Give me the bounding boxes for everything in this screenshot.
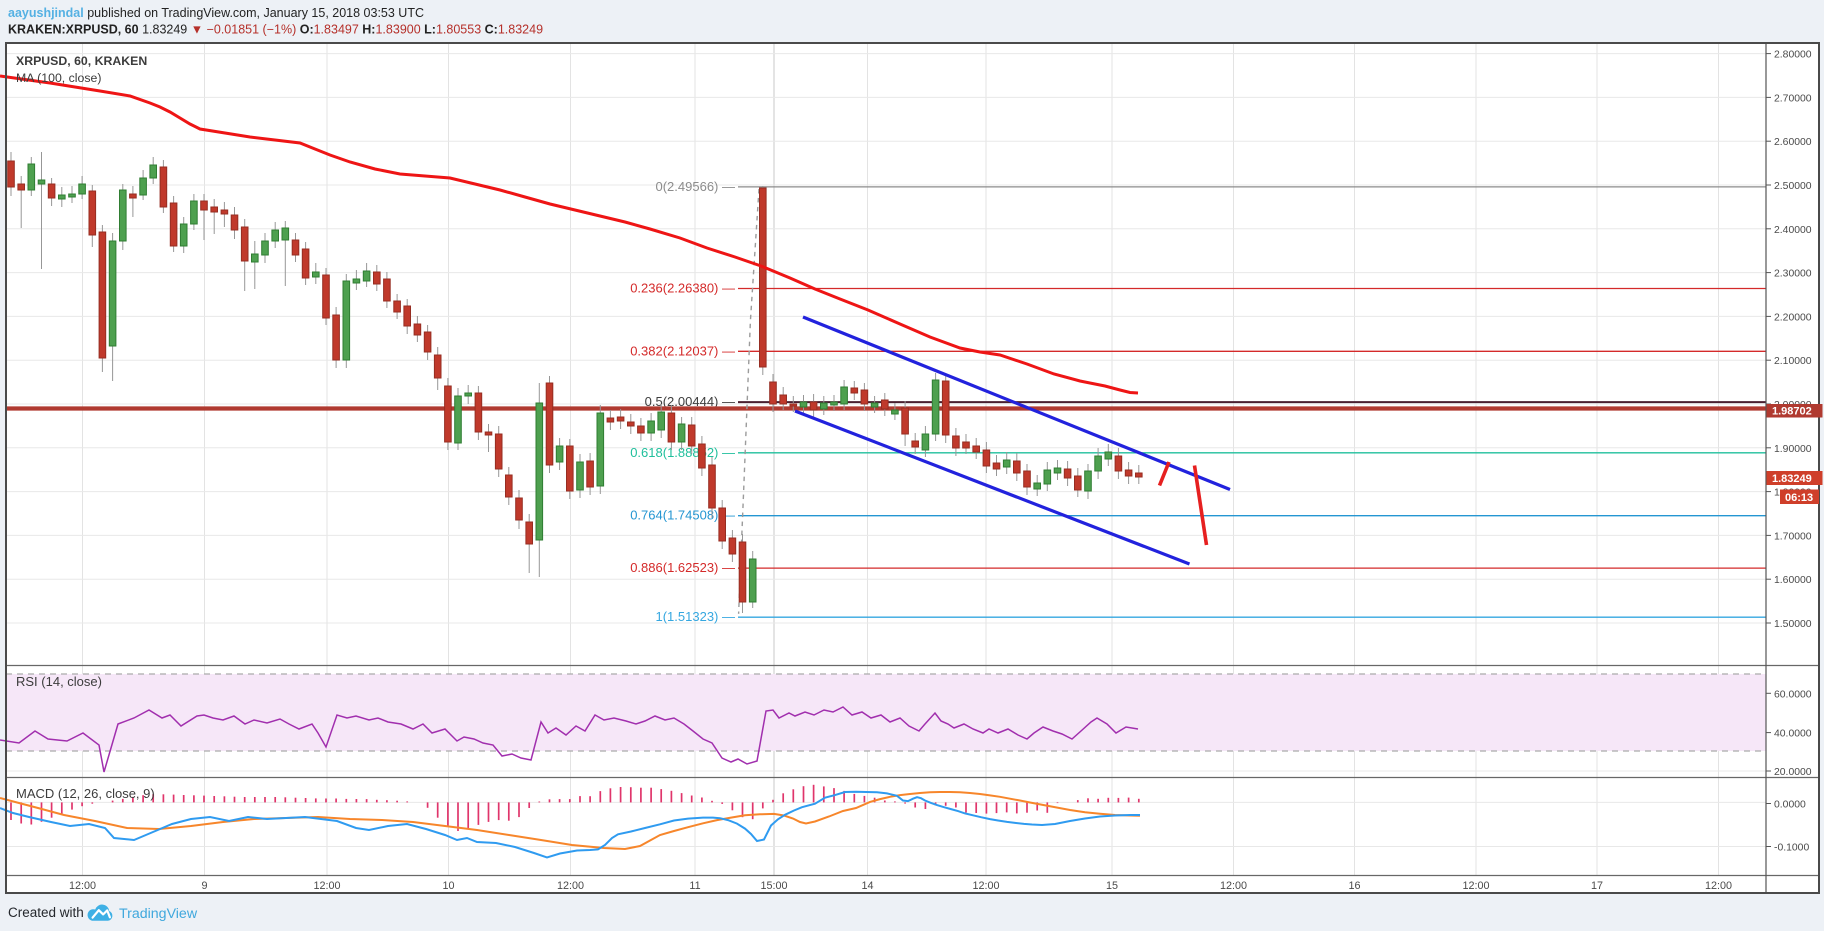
svg-text:XRPUSD, 60, KRAKEN: XRPUSD, 60, KRAKEN [16, 54, 147, 68]
svg-text:2.50000: 2.50000 [1774, 181, 1812, 192]
svg-text:-0.1000: -0.1000 [1774, 843, 1809, 854]
svg-text:MA (100, close): MA (100, close) [16, 71, 101, 85]
svg-text:aayushjindal published on Trad: aayushjindal published on TradingView.co… [8, 6, 424, 20]
svg-text:1(1.51323) —: 1(1.51323) — [656, 609, 736, 624]
svg-text:1.90000: 1.90000 [1774, 444, 1812, 455]
svg-text:17: 17 [1591, 880, 1603, 892]
svg-text:2.10000: 2.10000 [1774, 356, 1812, 367]
svg-text:15:00: 15:00 [760, 880, 787, 892]
svg-text:2.60000: 2.60000 [1774, 137, 1812, 148]
svg-text:MACD (12, 26, close, 9): MACD (12, 26, close, 9) [16, 786, 155, 801]
svg-text:2.70000: 2.70000 [1774, 93, 1812, 104]
svg-text:9: 9 [201, 880, 207, 892]
svg-text:0.618(1.88852) —: 0.618(1.88852) — [630, 445, 735, 460]
svg-text:2.30000: 2.30000 [1774, 269, 1812, 280]
svg-text:12:00: 12:00 [557, 880, 584, 892]
svg-text:0.236(2.26380) —: 0.236(2.26380) — [630, 281, 735, 296]
svg-text:1.60000: 1.60000 [1774, 575, 1812, 586]
svg-text:1.50000: 1.50000 [1774, 619, 1812, 630]
svg-text:12:00: 12:00 [972, 880, 999, 892]
svg-text:2.40000: 2.40000 [1774, 225, 1812, 236]
svg-text:11: 11 [689, 880, 700, 892]
svg-text:RSI (14, close): RSI (14, close) [16, 674, 102, 689]
svg-text:2.80000: 2.80000 [1774, 50, 1812, 61]
svg-text:1.70000: 1.70000 [1774, 531, 1812, 542]
svg-text:12:00: 12:00 [69, 880, 96, 892]
svg-text:0.0000: 0.0000 [1774, 800, 1806, 811]
svg-text:20.0000: 20.0000 [1774, 767, 1812, 778]
svg-text:12:00: 12:00 [1220, 880, 1247, 892]
svg-text:40.0000: 40.0000 [1774, 729, 1812, 740]
svg-text:60.0000: 60.0000 [1774, 689, 1812, 700]
svg-text:1.83249: 1.83249 [1772, 473, 1812, 485]
svg-text:Created with: Created with [8, 905, 84, 920]
svg-text:KRAKEN:XRPUSD, 60 1.83249 ▼ −0: KRAKEN:XRPUSD, 60 1.83249 ▼ −0.01851 (−1… [8, 23, 543, 37]
svg-text:12:00: 12:00 [1462, 880, 1489, 892]
svg-text:0.886(1.62523) —: 0.886(1.62523) — [630, 560, 735, 575]
svg-text:2.20000: 2.20000 [1774, 312, 1812, 323]
svg-text:16: 16 [1348, 880, 1360, 892]
svg-text:0.382(2.12037) —: 0.382(2.12037) — [630, 343, 735, 358]
svg-text:0.764(1.74508) —: 0.764(1.74508) — [630, 508, 735, 523]
svg-text:06:13: 06:13 [1785, 492, 1813, 504]
svg-text:TradingView: TradingView [119, 906, 198, 922]
svg-text:0(2.49566) —: 0(2.49566) — [656, 179, 736, 194]
svg-text:0.5(2.00444) —: 0.5(2.00444) — [645, 394, 735, 409]
svg-text:12:00: 12:00 [313, 880, 340, 892]
svg-text:12:00: 12:00 [1705, 880, 1732, 892]
svg-text:14: 14 [861, 880, 873, 892]
svg-text:10: 10 [442, 880, 454, 892]
svg-text:1.98702: 1.98702 [1772, 405, 1812, 417]
svg-text:15: 15 [1106, 880, 1118, 892]
